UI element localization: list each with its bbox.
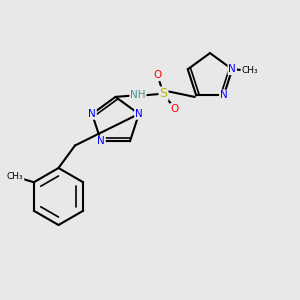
Text: O: O — [153, 70, 162, 80]
Text: O: O — [171, 104, 179, 114]
Text: N: N — [97, 136, 105, 146]
Text: N: N — [228, 64, 236, 74]
Text: CH₃: CH₃ — [7, 172, 23, 181]
Text: CH₃: CH₃ — [241, 66, 258, 75]
Text: N: N — [220, 90, 228, 100]
Text: N: N — [88, 109, 96, 119]
Text: S: S — [160, 87, 167, 101]
Text: NH: NH — [130, 90, 146, 100]
Text: N: N — [135, 109, 143, 119]
